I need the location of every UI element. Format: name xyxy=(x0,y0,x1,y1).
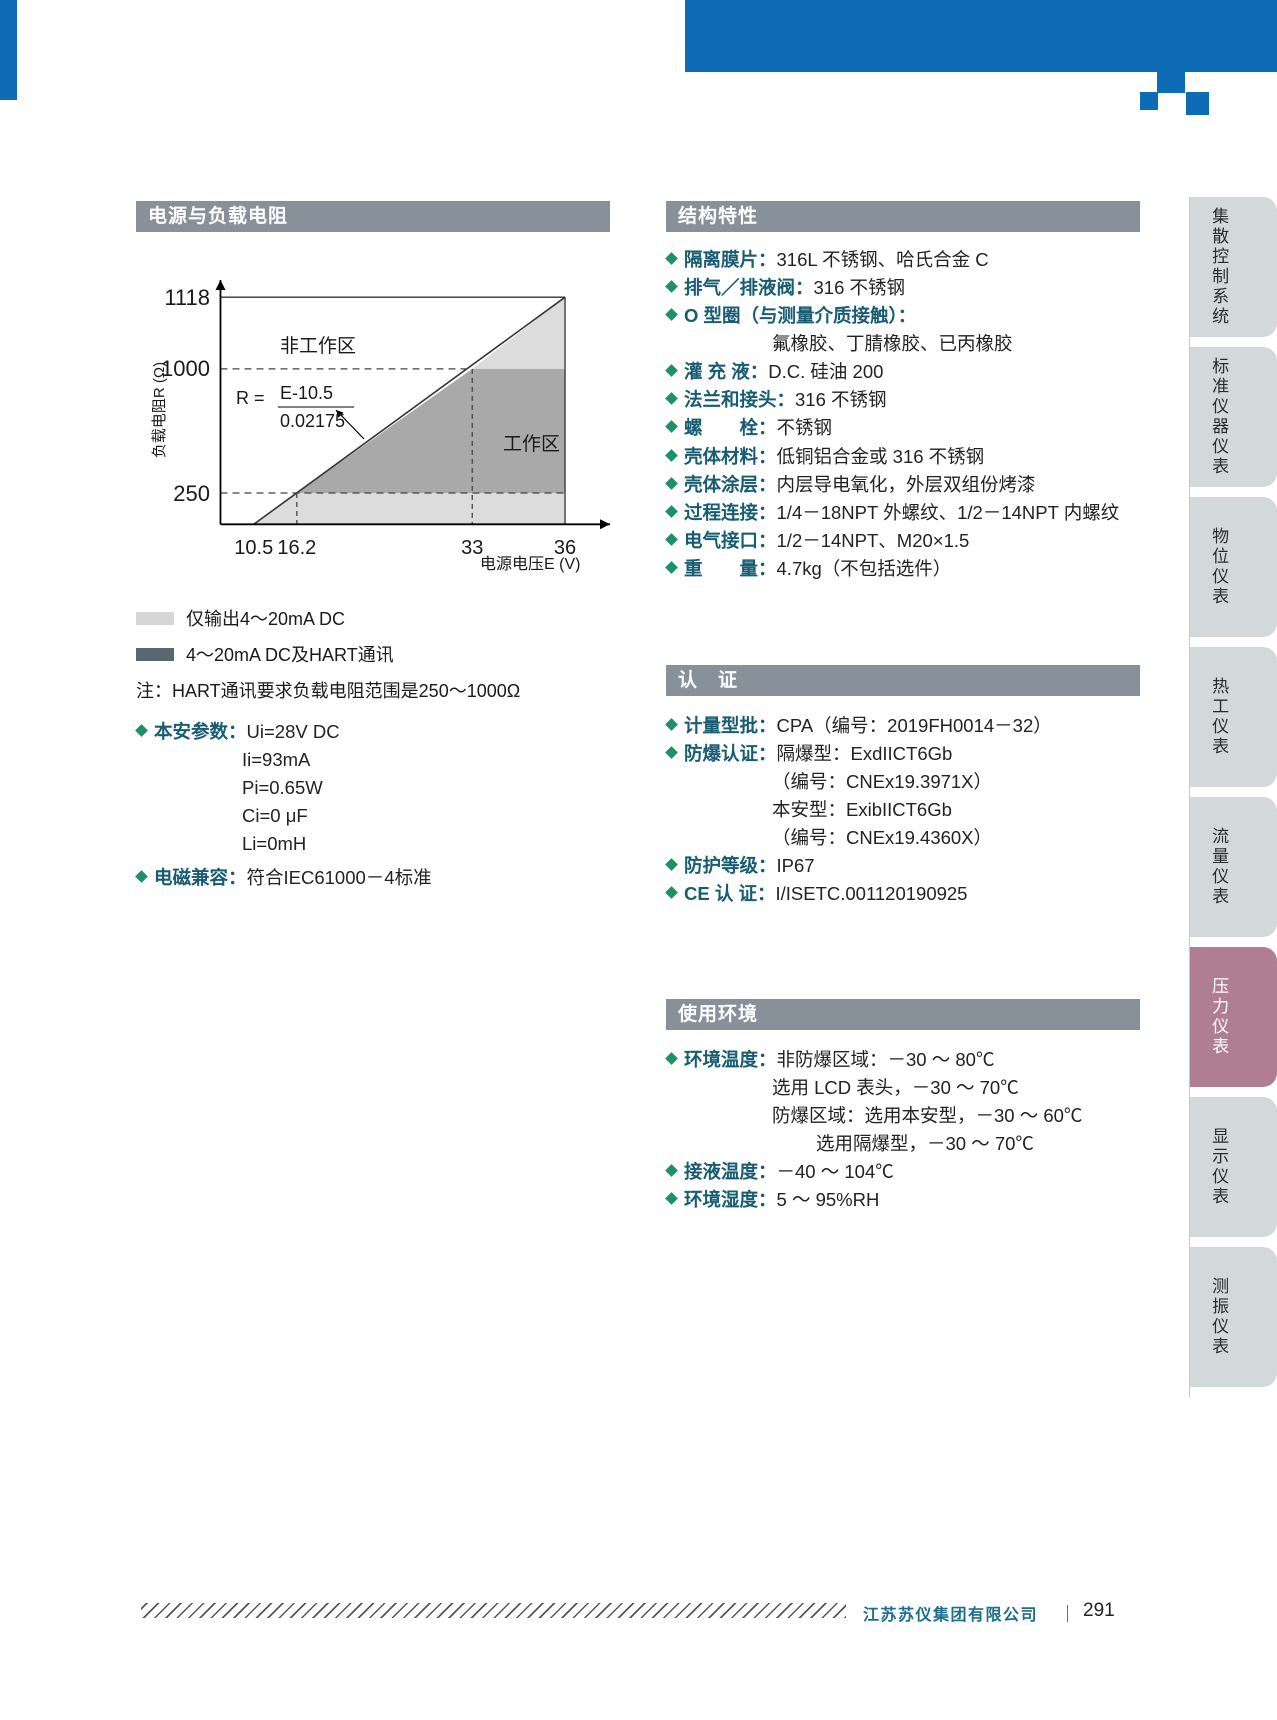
svg-text:10.5: 10.5 xyxy=(234,537,273,559)
svg-text:1118: 1118 xyxy=(164,285,210,310)
svg-text:0.02175: 0.02175 xyxy=(280,411,345,431)
svg-text:16.2: 16.2 xyxy=(277,537,316,559)
svg-text:负载电阻R (Ω): 负载电阻R (Ω) xyxy=(151,362,168,458)
svg-text:工作区: 工作区 xyxy=(503,433,560,455)
svg-text:1000: 1000 xyxy=(161,356,210,381)
svg-text:非工作区: 非工作区 xyxy=(280,335,356,357)
svg-text:250: 250 xyxy=(173,481,210,506)
svg-text:电源电压E (V): 电源电压E (V) xyxy=(480,555,580,573)
svg-text:R =: R = xyxy=(236,388,265,408)
svg-text:E-10.5: E-10.5 xyxy=(280,383,333,403)
